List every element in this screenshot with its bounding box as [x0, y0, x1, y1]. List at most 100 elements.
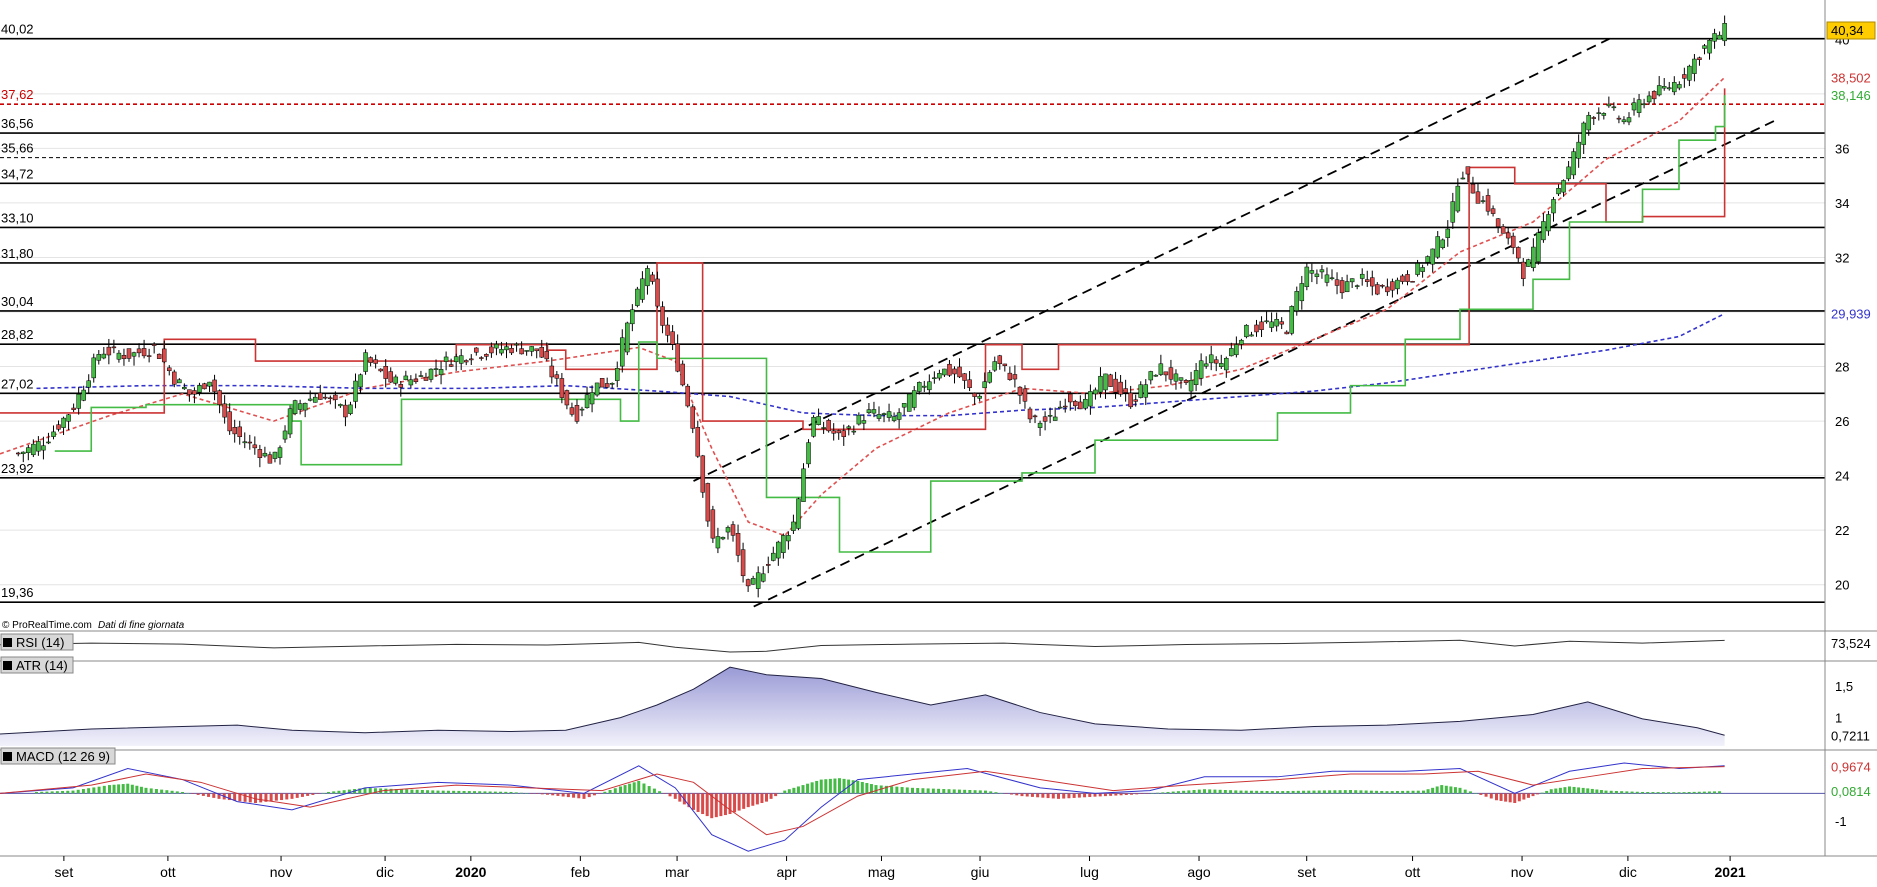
- candle-body: [630, 309, 635, 325]
- macd-histogram-bar: [332, 791, 336, 794]
- macd-histogram-bar: [1260, 790, 1264, 794]
- rsi-label-text: RSI (14): [16, 635, 64, 650]
- candle-body: [1581, 122, 1586, 145]
- macd-histogram-bar: [373, 788, 377, 794]
- candle-body: [96, 354, 102, 361]
- macd-histogram-bar: [1343, 790, 1347, 794]
- macd-histogram-bar: [1563, 787, 1567, 794]
- candle-body: [735, 532, 741, 556]
- candle-body: [1158, 363, 1164, 375]
- macd-histogram-bar: [295, 793, 299, 798]
- candle-body: [1682, 74, 1687, 79]
- macd-histogram-bar: [139, 786, 143, 794]
- macd-histogram-bar: [415, 789, 419, 794]
- macd-histogram-bar: [1440, 785, 1444, 794]
- candle-body: [1052, 416, 1058, 421]
- macd-histogram-bar: [1536, 793, 1540, 795]
- macd-histogram-bar: [1161, 792, 1165, 794]
- macd-histogram-bar: [1156, 792, 1160, 794]
- macd-histogram-bar: [1276, 791, 1279, 794]
- macd-histogram-bar: [1098, 793, 1102, 797]
- candle-body: [1123, 388, 1128, 393]
- macd-histogram-bar: [984, 790, 987, 794]
- candle-body: [584, 394, 590, 409]
- candle-body: [514, 343, 519, 346]
- candle-body: [1465, 166, 1471, 175]
- macd-histogram-bar: [1062, 793, 1066, 799]
- macd-histogram-bar: [1291, 790, 1295, 794]
- macd-histogram-bar: [663, 793, 667, 794]
- macd-histogram-bar: [810, 782, 814, 794]
- candle-body: [1193, 370, 1199, 386]
- macd-histogram-bar: [905, 787, 909, 794]
- macd-histogram-bar: [394, 789, 398, 794]
- macd-histogram-bar: [1426, 789, 1430, 794]
- candle-body: [383, 366, 388, 379]
- candle-body: [499, 349, 504, 354]
- macd-histogram-bar: [87, 788, 91, 794]
- atr-tick-label: 1,5: [1835, 679, 1853, 694]
- macd-histogram-bar: [1077, 793, 1081, 798]
- macd-histogram-bar: [1302, 790, 1306, 794]
- macd-histogram-bar: [1620, 791, 1624, 794]
- atr-line: [0, 666, 1725, 736]
- macd-histogram-bar: [540, 793, 544, 795]
- candle-body: [1068, 393, 1073, 403]
- macd-histogram-bar: [1364, 790, 1368, 794]
- candle-body: [816, 416, 821, 425]
- macd-histogram-bar: [1526, 793, 1530, 798]
- atr-area: [0, 667, 1725, 746]
- macd-histogram-bar: [290, 793, 294, 799]
- macd-histogram-bar: [1463, 789, 1467, 794]
- candle-body: [232, 427, 237, 435]
- macd-histogram-bar: [1489, 793, 1493, 799]
- macd-histogram-bar: [40, 791, 44, 794]
- macd-histogram-bar: [838, 778, 841, 794]
- macd-histogram-bar: [144, 787, 148, 794]
- macd-histogram-bar: [1453, 787, 1457, 794]
- macd-histogram-bar: [1130, 793, 1133, 795]
- macd-histogram-bar: [1088, 793, 1092, 797]
- macd-histogram-bar: [186, 792, 190, 794]
- candle-body: [61, 417, 66, 428]
- candle-body: [368, 357, 373, 363]
- macd-histogram-bar: [1609, 790, 1613, 794]
- candle-body: [609, 383, 615, 385]
- macd-histogram-bar: [217, 793, 221, 799]
- candle-body: [1722, 23, 1727, 42]
- candle-body: [1606, 103, 1612, 107]
- candle-body: [1370, 277, 1375, 287]
- macd-histogram-bar: [45, 791, 49, 794]
- macd-histogram-bar: [363, 787, 367, 794]
- candle-body: [292, 400, 298, 414]
- candle-body: [740, 549, 746, 577]
- candle-body: [811, 416, 816, 437]
- macd-tick-label: -1: [1835, 814, 1847, 829]
- candle-body: [146, 355, 152, 357]
- level-label: 31,80: [1, 246, 34, 261]
- candle-body: [1188, 380, 1194, 392]
- candle-body: [494, 344, 499, 349]
- candle-body: [947, 363, 952, 376]
- candle-body: [1148, 371, 1154, 381]
- candle-body: [1566, 166, 1571, 180]
- candle-body: [433, 368, 439, 370]
- y-tick-label: 22: [1835, 523, 1849, 538]
- candle-body: [1460, 177, 1466, 180]
- macd-histogram-bar: [833, 778, 837, 794]
- macd-histogram-bar: [692, 793, 695, 810]
- macd-histogram-bar: [642, 783, 646, 794]
- macd-histogram-bar: [1651, 792, 1655, 794]
- candle-body: [348, 404, 353, 414]
- candle-body: [665, 324, 670, 336]
- candle-body: [1475, 191, 1481, 204]
- macd-histogram-bar: [280, 793, 284, 801]
- macd-histogram-bar: [311, 793, 315, 795]
- candle-body: [957, 366, 962, 378]
- candle-body: [831, 430, 836, 434]
- candle-body: [489, 346, 494, 354]
- candle-body: [1284, 331, 1289, 335]
- candle-body: [932, 377, 937, 380]
- y-tick-label: 36: [1835, 141, 1849, 156]
- trendline: [693, 37, 1611, 482]
